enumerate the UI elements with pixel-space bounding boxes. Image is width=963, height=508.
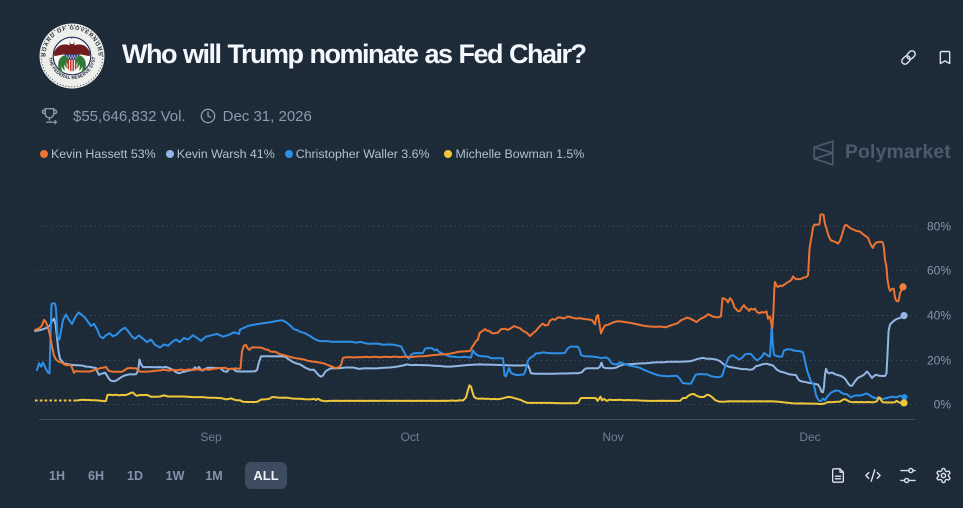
svg-text:40%: 40%	[927, 309, 951, 323]
svg-text:60%: 60%	[927, 264, 951, 278]
svg-text:Nov: Nov	[602, 430, 623, 444]
svg-text:Sep: Sep	[200, 430, 222, 444]
svg-text:Oct: Oct	[401, 430, 420, 444]
svg-text:Dec: Dec	[799, 430, 820, 444]
svg-text:80%: 80%	[927, 220, 951, 234]
svg-text:20%: 20%	[927, 354, 951, 368]
svg-text:0%: 0%	[934, 398, 952, 412]
